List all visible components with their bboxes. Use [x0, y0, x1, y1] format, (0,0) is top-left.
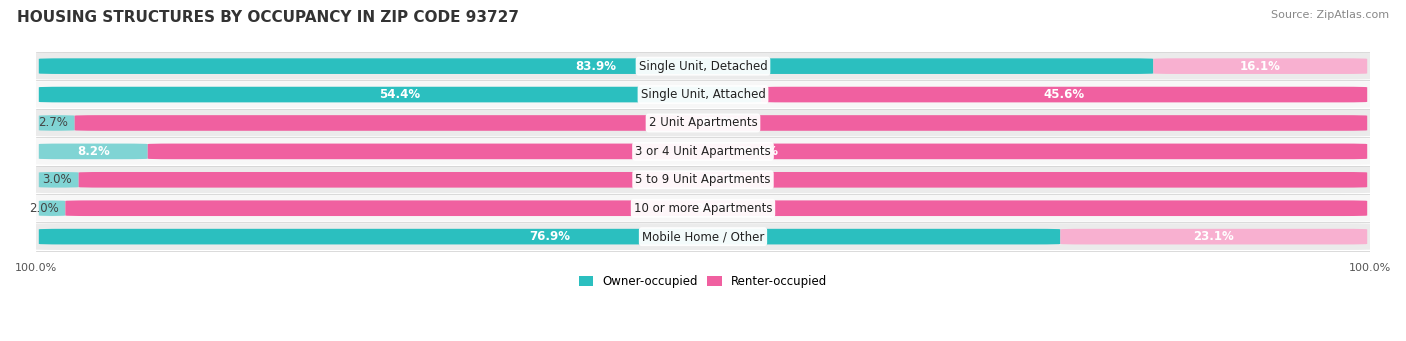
Text: 98.0%: 98.0%	[696, 202, 737, 215]
Text: Single Unit, Attached: Single Unit, Attached	[641, 88, 765, 101]
Text: Source: ZipAtlas.com: Source: ZipAtlas.com	[1271, 10, 1389, 20]
Text: 91.8%: 91.8%	[737, 145, 778, 158]
FancyBboxPatch shape	[39, 115, 75, 131]
FancyBboxPatch shape	[39, 144, 148, 159]
FancyBboxPatch shape	[25, 109, 1381, 136]
FancyBboxPatch shape	[39, 172, 79, 188]
FancyBboxPatch shape	[25, 166, 1381, 193]
Text: 45.6%: 45.6%	[1043, 88, 1085, 101]
FancyBboxPatch shape	[39, 87, 762, 102]
Text: 3 or 4 Unit Apartments: 3 or 4 Unit Apartments	[636, 145, 770, 158]
Text: 5 to 9 Unit Apartments: 5 to 9 Unit Apartments	[636, 173, 770, 186]
FancyBboxPatch shape	[1153, 58, 1367, 74]
Text: 76.9%: 76.9%	[529, 230, 569, 243]
FancyBboxPatch shape	[39, 58, 1153, 74]
FancyBboxPatch shape	[25, 81, 1381, 108]
Text: 3.0%: 3.0%	[42, 173, 72, 186]
Text: 8.2%: 8.2%	[77, 145, 110, 158]
Text: 2 Unit Apartments: 2 Unit Apartments	[648, 117, 758, 130]
FancyBboxPatch shape	[25, 195, 1381, 222]
Text: 54.4%: 54.4%	[380, 88, 420, 101]
Text: 97.3%: 97.3%	[700, 117, 741, 130]
FancyBboxPatch shape	[39, 229, 1060, 244]
Text: 23.1%: 23.1%	[1194, 230, 1234, 243]
FancyBboxPatch shape	[75, 115, 1367, 131]
Text: 97.0%: 97.0%	[703, 173, 744, 186]
FancyBboxPatch shape	[65, 201, 1367, 216]
FancyBboxPatch shape	[762, 87, 1367, 102]
Text: HOUSING STRUCTURES BY OCCUPANCY IN ZIP CODE 93727: HOUSING STRUCTURES BY OCCUPANCY IN ZIP C…	[17, 10, 519, 25]
FancyBboxPatch shape	[1060, 229, 1367, 244]
Text: Single Unit, Detached: Single Unit, Detached	[638, 60, 768, 73]
Text: 2.7%: 2.7%	[38, 117, 67, 130]
FancyBboxPatch shape	[25, 138, 1381, 165]
Text: 10 or more Apartments: 10 or more Apartments	[634, 202, 772, 215]
Text: 2.0%: 2.0%	[30, 202, 59, 215]
Text: 83.9%: 83.9%	[575, 60, 617, 73]
Text: 16.1%: 16.1%	[1240, 60, 1281, 73]
Text: Mobile Home / Other: Mobile Home / Other	[641, 230, 765, 243]
FancyBboxPatch shape	[79, 172, 1367, 188]
FancyBboxPatch shape	[148, 144, 1367, 159]
FancyBboxPatch shape	[25, 223, 1381, 250]
FancyBboxPatch shape	[25, 53, 1381, 79]
Legend: Owner-occupied, Renter-occupied: Owner-occupied, Renter-occupied	[574, 270, 832, 293]
FancyBboxPatch shape	[39, 201, 65, 216]
